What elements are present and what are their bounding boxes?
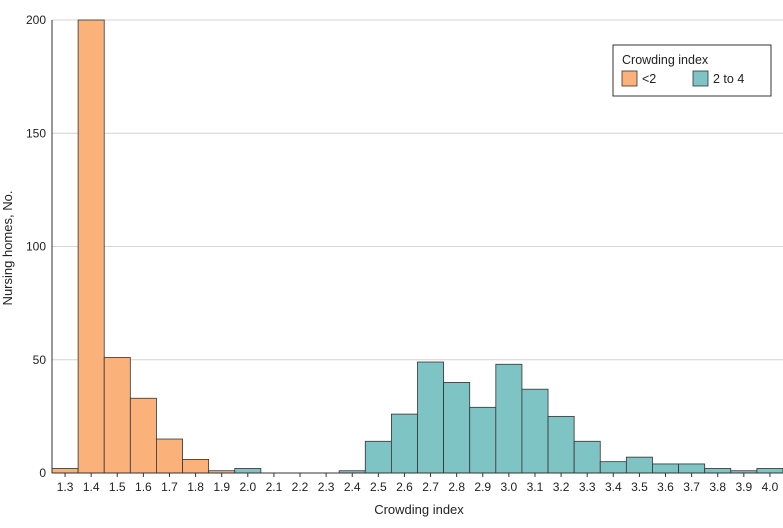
x-tick-label: 2.4	[344, 480, 361, 494]
y-tick-label: 150	[26, 126, 46, 140]
bar-2to4-3.2	[547, 415, 575, 474]
legend-swatch-2to4	[692, 70, 709, 87]
axes	[51, 20, 783, 477]
x-tick-label: 2.9	[474, 480, 491, 494]
y-axis-title: Nursing homes, No.	[0, 191, 15, 306]
legend-label-lt2: <2	[642, 72, 656, 86]
x-tick-label: 3.3	[579, 480, 596, 494]
x-tick-label: 1.7	[161, 480, 178, 494]
x-tick-label: 3.1	[527, 480, 544, 494]
bar-lt2-1.6	[129, 397, 157, 474]
x-tick-label: 1.9	[213, 480, 230, 494]
x-tick-label: 3.2	[553, 480, 570, 494]
x-tick-label: 2.1	[266, 480, 283, 494]
bar-lt2-1.4	[77, 19, 105, 474]
bar-2to4-2.8	[443, 381, 471, 474]
x-tick-label: 2.3	[318, 480, 335, 494]
x-tick-label: 3.6	[657, 480, 674, 494]
bar-2to4-3.5	[625, 456, 653, 474]
y-tick-labels: 0 50 100 150 200	[26, 13, 46, 480]
x-tick-label: 2.6	[396, 480, 413, 494]
y-tick-label: 50	[33, 353, 47, 367]
x-tick-label: 3.9	[735, 480, 752, 494]
x-tick-label: 1.8	[187, 480, 204, 494]
bar-2to4-2.7	[417, 361, 445, 474]
x-tick-label: 3.8	[709, 480, 726, 494]
y-tick-label: 0	[39, 466, 46, 480]
bar-lt2-1.7	[156, 438, 183, 474]
x-axis-title: Crowding index	[374, 502, 464, 517]
bar-2to4-3.6	[652, 463, 679, 474]
x-tick-label: 1.3	[57, 480, 74, 494]
bar-2to4-3.4	[599, 461, 627, 474]
x-tick-label: 4.0	[762, 480, 779, 494]
legend-box	[612, 44, 772, 97]
x-tick-label: 3.7	[683, 480, 700, 494]
x-tick-label: 3.5	[631, 480, 648, 494]
bar-2to4-2.0	[234, 468, 262, 474]
bar-2to4-3.0	[495, 363, 523, 474]
bar-2to4-3.3	[573, 440, 601, 474]
gridlines	[52, 19, 783, 361]
x-tick-label: 1.6	[135, 480, 152, 494]
y-tick-label: 200	[26, 13, 46, 27]
bar-lt2-1.8	[182, 459, 210, 474]
x-tick-label: 3.4	[605, 480, 622, 494]
legend: Crowding index <2 2 to 4	[612, 44, 772, 97]
bar-2to4-3.7	[678, 463, 706, 474]
legend-swatch-lt2	[621, 70, 638, 87]
x-tick-label: 2.8	[448, 480, 465, 494]
bar-2to4-2.9	[469, 406, 497, 474]
bar-2to4-3.1	[521, 388, 549, 474]
x-tick-label: 2.7	[422, 480, 439, 494]
x-tick-label: 2.2	[292, 480, 309, 494]
x-tick-label: 1.4	[83, 480, 100, 494]
bar-2to4-2.5	[364, 440, 392, 474]
y-tick-label: 100	[26, 240, 46, 254]
bar-2to4-4.0	[756, 468, 783, 474]
bar-lt2-1.5	[103, 357, 131, 474]
x-tick-label: 1.5	[109, 480, 126, 494]
bar-2to4-2.6	[390, 413, 418, 474]
legend-title: Crowding index	[622, 53, 709, 67]
bar-lt2-1.3	[51, 468, 79, 474]
x-tick-label: 3.0	[501, 480, 518, 494]
bar-2to4-3.8	[704, 468, 732, 474]
x-tick-label: 2.5	[370, 480, 387, 494]
legend-label-2to4: 2 to 4	[713, 72, 744, 86]
x-tick-labels: 1.3 1.4 1.5 1.6 1.7 1.8 1.9 2.0 2.1 2.2 2.3 2.4 2.5 2…	[57, 480, 779, 494]
x-tick-label: 2.0	[239, 480, 256, 494]
